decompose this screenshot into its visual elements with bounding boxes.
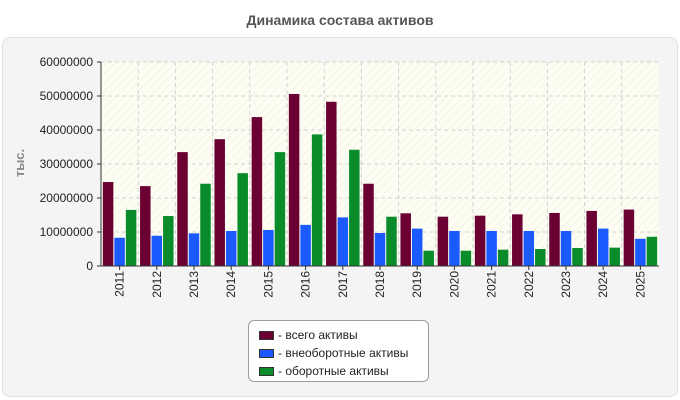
bar-2-2015	[263, 229, 274, 266]
bar-1-2020	[437, 216, 449, 266]
x-tick-label: 2014	[224, 271, 238, 298]
bar-2-2021	[486, 230, 497, 266]
bar-3-2015	[274, 152, 286, 266]
bar-3-2019	[423, 250, 434, 266]
bar-1-2016	[288, 93, 300, 267]
plot-area: 0 10000000 20000000 30000000 40000000 5000000…	[12, 55, 659, 298]
legend-label-current: - оборотные активы	[278, 364, 389, 378]
y-tick-label: 30000000	[40, 157, 94, 171]
axes	[97, 61, 659, 270]
legend-item-current: - оборотные активы	[259, 362, 428, 380]
bar-3-2017	[349, 149, 360, 266]
x-tick-label: 2016	[299, 271, 313, 298]
bar-2-2013	[188, 233, 200, 266]
bar-1-2021	[474, 215, 486, 266]
legend-item-noncurrent: - внеоборотные активы	[259, 344, 428, 362]
bar-2-2023	[560, 230, 572, 266]
bar-1-2024	[586, 210, 597, 266]
legend-label-total: - всего активы	[278, 328, 358, 342]
legend-item-total: - всего активы	[259, 326, 428, 344]
bar-3-2018	[386, 216, 397, 266]
bar-1-2015	[251, 117, 263, 266]
chart-title: Динамика состава активов	[246, 12, 434, 28]
bar-2-2020	[449, 230, 460, 266]
x-tick-label: 2024	[596, 271, 610, 298]
bar-2-2017	[337, 217, 349, 266]
legend-swatch-noncurrent	[259, 348, 274, 358]
bar-3-2023	[572, 247, 583, 266]
x-tick-label: 2015	[261, 271, 275, 298]
y-tick-label: 40000000	[40, 123, 94, 137]
bar-1-2019	[400, 213, 411, 266]
legend-swatch-current	[259, 366, 274, 376]
bar-3-2013	[200, 183, 211, 266]
bar-3-2024	[609, 247, 620, 266]
x-tick-label: 2022	[522, 271, 536, 298]
bar-3-2020	[460, 250, 472, 266]
y-tick-label: 0	[86, 259, 93, 273]
bar-1-2018	[363, 183, 374, 266]
bar-2-2024	[597, 228, 609, 266]
x-tick-label: 2017	[336, 271, 350, 298]
x-tick-labels: 2011 2012 2013 2014 2015 2016 2017 2018 2019 2020…	[113, 271, 648, 298]
x-tick-label: 2018	[373, 271, 387, 298]
bar-1-2011	[102, 182, 114, 266]
legend-swatch-total	[259, 330, 274, 340]
bar-3-2012	[163, 216, 174, 266]
bar-2-2025	[635, 238, 646, 266]
x-tick-label: 2019	[410, 271, 424, 298]
x-tick-label: 2023	[559, 271, 573, 298]
bar-3-2016	[311, 134, 323, 266]
bar-2-2022	[523, 230, 535, 266]
bar-2-2014	[225, 230, 237, 266]
bar-1-2025	[623, 209, 635, 266]
legend: - всего активы - внеоборотные активы - о…	[248, 320, 429, 382]
bar-2-2011	[114, 237, 125, 266]
bar-3-2014	[237, 173, 248, 266]
bar-2-2016	[300, 224, 311, 266]
y-tick-labels: 0 10000000 20000000 30000000 40000000 5000000…	[40, 55, 94, 273]
bar-2-2018	[374, 233, 386, 266]
x-tick-label: 2020	[447, 271, 461, 298]
legend-label-noncurrent: - внеоборотные активы	[278, 346, 409, 360]
bar-1-2023	[549, 212, 560, 266]
bar-1-2014	[214, 139, 225, 266]
x-tick-label: 2021	[485, 271, 499, 298]
bar-1-2012	[140, 186, 151, 266]
bar-3-2022	[535, 249, 546, 266]
y-tick-label: 60000000	[40, 55, 94, 69]
bar-1-2022	[512, 214, 523, 266]
y-tick-label: 10000000	[40, 225, 94, 239]
bar-3-2021	[497, 249, 509, 266]
bars	[102, 93, 658, 267]
y-axis-label: тыс.	[12, 149, 27, 177]
y-tick-label: 20000000	[40, 191, 94, 205]
x-tick-label: 2013	[187, 271, 201, 298]
x-tick-label: 2011	[113, 271, 127, 297]
bar-1-2017	[326, 101, 337, 266]
bar-3-2011	[125, 209, 137, 266]
x-tick-label: 2012	[150, 271, 164, 298]
bar-2-2012	[151, 235, 163, 266]
bar-3-2025	[646, 236, 658, 266]
y-tick-label: 50000000	[40, 89, 94, 103]
bar-1-2013	[177, 152, 188, 266]
bar-2-2019	[411, 228, 423, 266]
x-tick-label: 2025	[633, 271, 647, 298]
